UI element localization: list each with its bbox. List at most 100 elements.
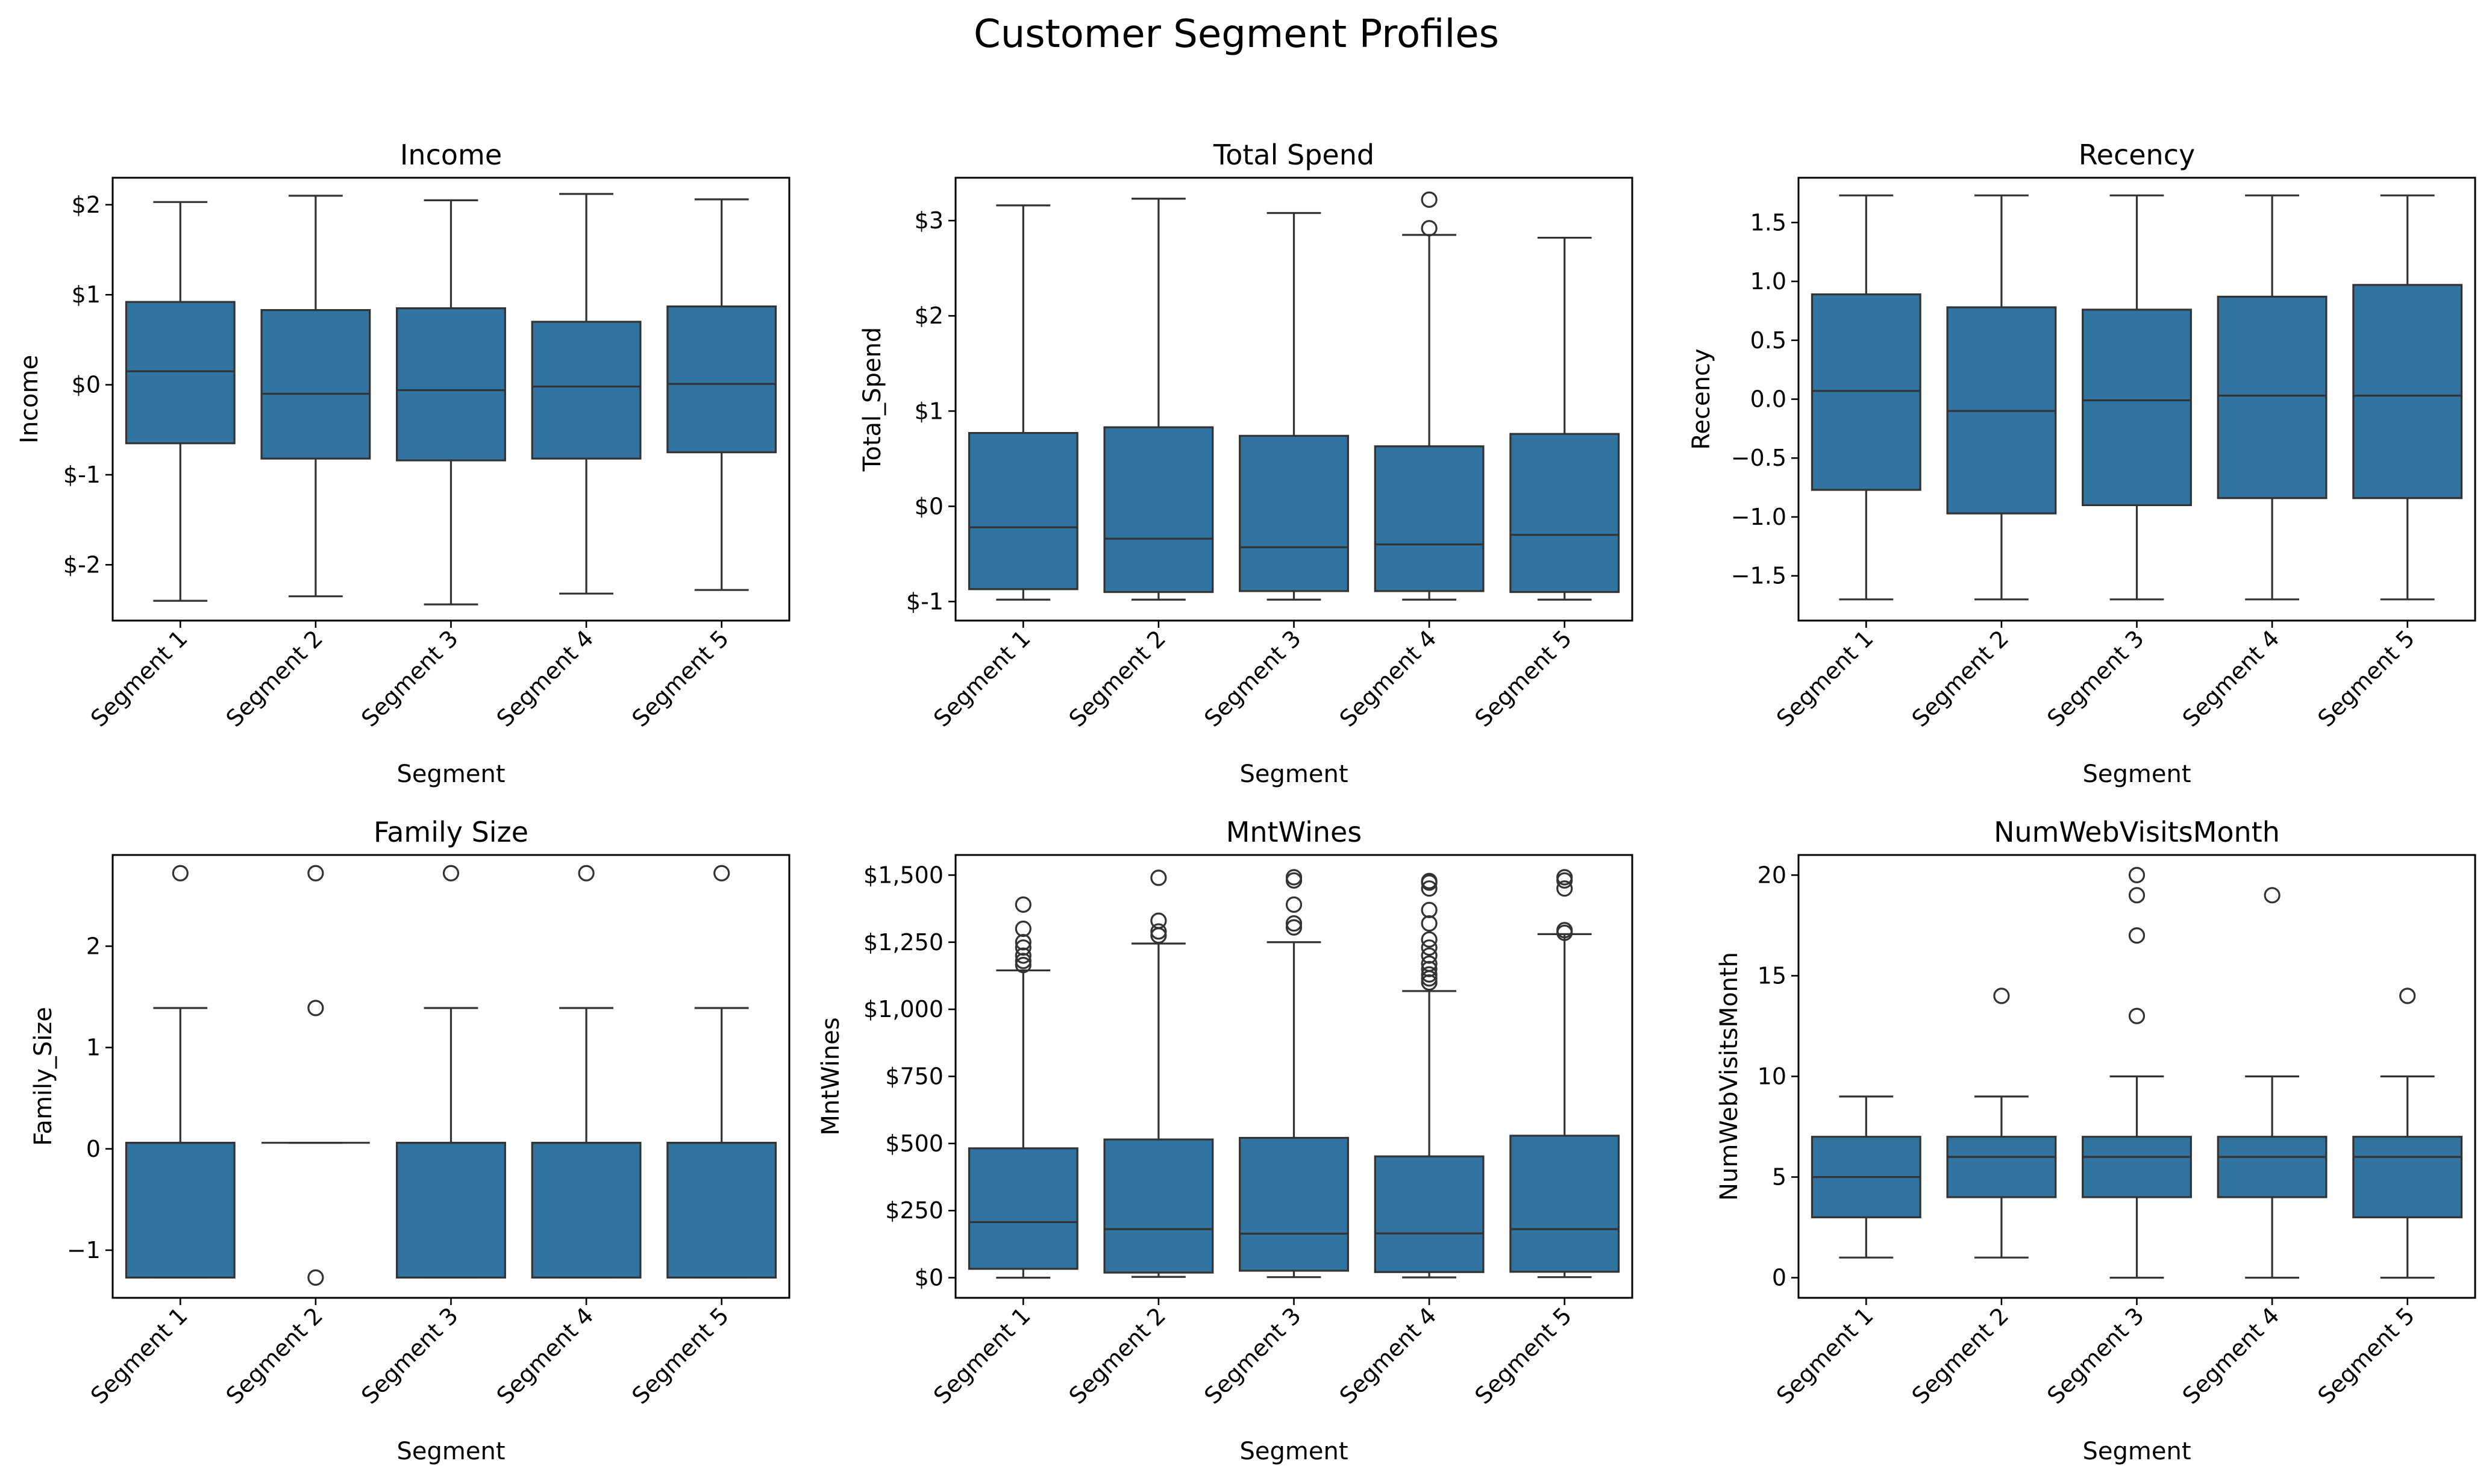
box-2 xyxy=(260,195,371,598)
box-2 xyxy=(1103,198,1214,601)
y-tick-label: 1.5 xyxy=(1750,209,1786,236)
outlier-point xyxy=(1556,869,1573,886)
iqr-box xyxy=(1239,434,1349,592)
box-4 xyxy=(1374,191,1485,601)
y-tick-label: 15 xyxy=(1758,962,1786,989)
iqr-box xyxy=(260,309,371,460)
iqr-box xyxy=(2352,284,2463,499)
y-tick-label: $750 xyxy=(885,1063,944,1090)
outlier-point xyxy=(1421,880,1438,897)
y-tick-label: $1,500 xyxy=(863,862,944,888)
iqr-box xyxy=(2217,295,2328,499)
box-5 xyxy=(666,865,777,1279)
iqr-box xyxy=(2352,1136,2463,1218)
box-3 xyxy=(1239,211,1349,601)
outlier-point xyxy=(1993,988,2010,1004)
x-axis-label: Segment xyxy=(1240,760,1348,788)
outlier-point xyxy=(1421,901,1438,918)
box-3 xyxy=(396,865,506,1279)
iqr-box xyxy=(1509,1135,1620,1273)
iqr-box xyxy=(125,1142,236,1279)
subplot-title: Total Spend xyxy=(1213,139,1374,171)
iqr-box xyxy=(396,1142,506,1279)
y-tick-label: 2 xyxy=(86,933,101,959)
box-1 xyxy=(968,896,1079,1279)
y-tick-label: $1,250 xyxy=(863,929,944,956)
outlier-point xyxy=(442,865,460,881)
subplot-title: MntWines xyxy=(1226,816,1362,848)
iqr-box xyxy=(1946,1136,2057,1198)
y-tick-label: 0 xyxy=(1772,1265,1786,1291)
outlier-point xyxy=(1421,915,1438,932)
iqr-box xyxy=(1103,1138,1214,1274)
x-axis-label: Segment xyxy=(397,1438,506,1465)
outlier-point xyxy=(1015,920,1032,938)
outlier-point xyxy=(1421,947,1438,964)
y-tick-label: −1.5 xyxy=(1731,563,1786,589)
y-tick-label: $-1 xyxy=(63,462,101,488)
y-tick-label: 0.0 xyxy=(1750,386,1786,413)
outlier-point xyxy=(1421,931,1438,948)
box-4 xyxy=(2217,887,2328,1279)
y-tick-label: 10 xyxy=(1758,1063,1786,1090)
outlier-point xyxy=(1421,974,1438,991)
subplot-title: Family Size xyxy=(374,816,528,848)
outlier-point xyxy=(307,1000,324,1016)
box-3 xyxy=(396,199,506,606)
y-tick-label: $0 xyxy=(915,1265,944,1291)
outlier-point xyxy=(1421,966,1438,983)
box-2 xyxy=(1103,869,1214,1278)
y-tick-label: 20 xyxy=(1758,862,1786,888)
y-tick-label: $250 xyxy=(885,1197,944,1224)
iqr-box xyxy=(396,307,506,462)
y-tick-label: 0 xyxy=(86,1136,101,1162)
iqr-box xyxy=(2082,1136,2192,1198)
y-tick-label: $-1 xyxy=(906,588,944,615)
iqr-box xyxy=(531,1142,642,1279)
y-tick-label: $-2 xyxy=(63,551,101,578)
box-2 xyxy=(1946,194,2057,601)
x-axis-label: Segment xyxy=(2083,760,2191,788)
outlier-point xyxy=(307,1269,324,1286)
box-1 xyxy=(968,204,1079,601)
iqr-box xyxy=(666,1142,777,1279)
outlier-point xyxy=(172,865,189,881)
outlier-point xyxy=(1421,960,1438,977)
outlier-point xyxy=(1150,912,1167,929)
outlier-point xyxy=(307,865,324,881)
outlier-point xyxy=(578,865,595,881)
y-axis-label: Income xyxy=(16,355,43,443)
outlier-point xyxy=(713,865,730,881)
box-3 xyxy=(2082,194,2192,601)
box-2 xyxy=(1946,988,2057,1259)
box-1 xyxy=(125,201,236,602)
y-axis-label: MntWines xyxy=(817,1017,845,1135)
y-axis-label: NumWebVisitsMonth xyxy=(1715,952,1743,1201)
outlier-point xyxy=(2264,887,2281,904)
outlier-point xyxy=(1556,880,1573,897)
x-axis-label: Segment xyxy=(2083,1438,2191,1465)
outlier-point xyxy=(1421,191,1438,208)
outlier-point xyxy=(1285,919,1303,936)
iqr-box xyxy=(125,301,236,445)
box-5 xyxy=(1509,869,1620,1279)
iqr-box xyxy=(531,321,642,460)
y-tick-label: $2 xyxy=(915,302,944,329)
iqr-box xyxy=(2082,308,2192,507)
outlier-point xyxy=(1421,872,1438,889)
subplot-title: NumWebVisitsMonth xyxy=(1994,816,2280,848)
x-axis-label: Segment xyxy=(1240,1438,1348,1465)
subplot-title: Income xyxy=(400,139,502,171)
outlier-point xyxy=(1285,915,1303,932)
y-tick-label: $3 xyxy=(915,207,944,234)
iqr-box xyxy=(968,1147,1079,1270)
subplot-title: Recency xyxy=(2079,139,2195,171)
iqr-box xyxy=(1374,1155,1485,1273)
outlier-point xyxy=(1150,869,1167,886)
box-4 xyxy=(531,193,642,595)
y-tick-label: $500 xyxy=(885,1130,944,1157)
box-3 xyxy=(2082,866,2192,1279)
y-tick-label: 1 xyxy=(86,1035,101,1061)
outlier-point xyxy=(1015,953,1032,969)
